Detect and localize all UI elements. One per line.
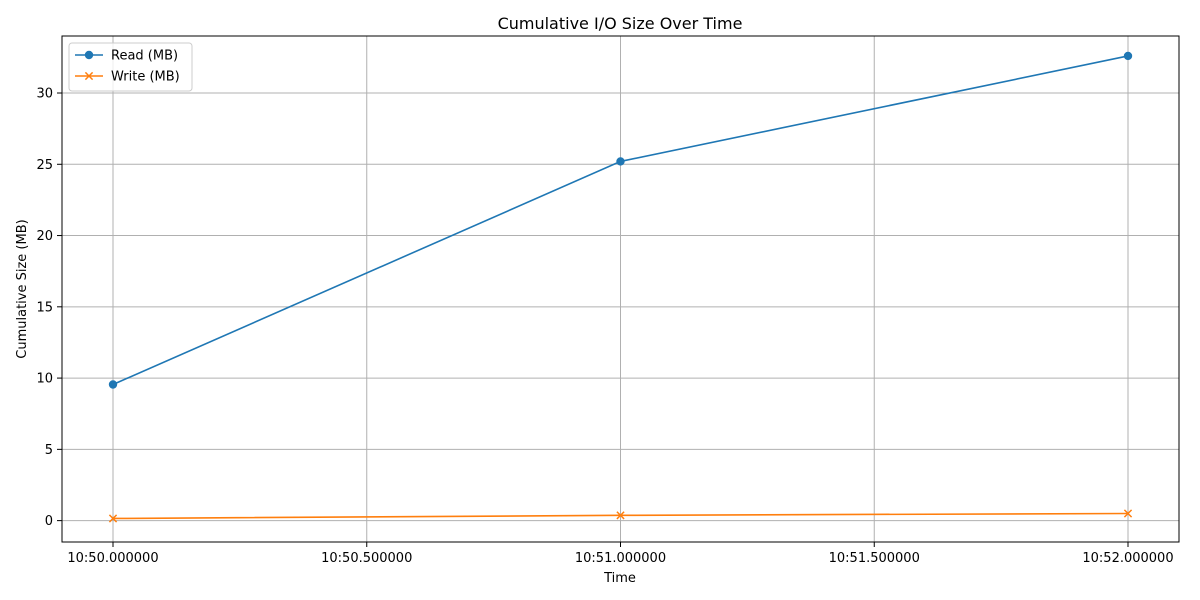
y-tick-label: 10 [36, 372, 53, 387]
data-point [616, 157, 625, 166]
x-tick-label: 10:50.000000 [67, 551, 158, 566]
data-point [1123, 509, 1133, 518]
x-tick-label: 10:51.500000 [829, 551, 920, 566]
series-layer [108, 51, 1133, 523]
chart-title: Cumulative I/O Size Over Time [498, 14, 743, 33]
data-point [108, 380, 118, 389]
y-axis-label: Cumulative Size (MB) [15, 219, 30, 358]
legend: Read (MB) Write (MB) [68, 42, 193, 92]
legend-marker [84, 71, 94, 81]
data-point [616, 511, 625, 520]
legend-label: Write (MB) [111, 70, 180, 85]
y-tick-label: 0 [45, 514, 53, 529]
data-point [108, 514, 118, 523]
y-tick-label: 30 [36, 87, 53, 102]
legend-marker [84, 50, 94, 60]
x-axis-label: Time [603, 571, 636, 586]
data-point [1123, 51, 1133, 61]
x-tick-label: 10:50.500000 [321, 551, 412, 566]
y-tick-label: 15 [36, 300, 53, 315]
y-tick-label: 25 [36, 158, 53, 173]
legend-label: Read (MB) [111, 49, 178, 64]
x-tick-label: 10:51.000000 [575, 551, 666, 566]
y-tick-label: 5 [45, 443, 53, 458]
y-tick-label: 20 [36, 229, 53, 244]
y-axis: 0 5 10 15 20 25 30 [36, 87, 62, 529]
x-tick-label: 10:52.000000 [1082, 551, 1173, 566]
x-axis: 10:50.000000 10:50.500000 10:51.000000 10:5… [67, 542, 1174, 566]
